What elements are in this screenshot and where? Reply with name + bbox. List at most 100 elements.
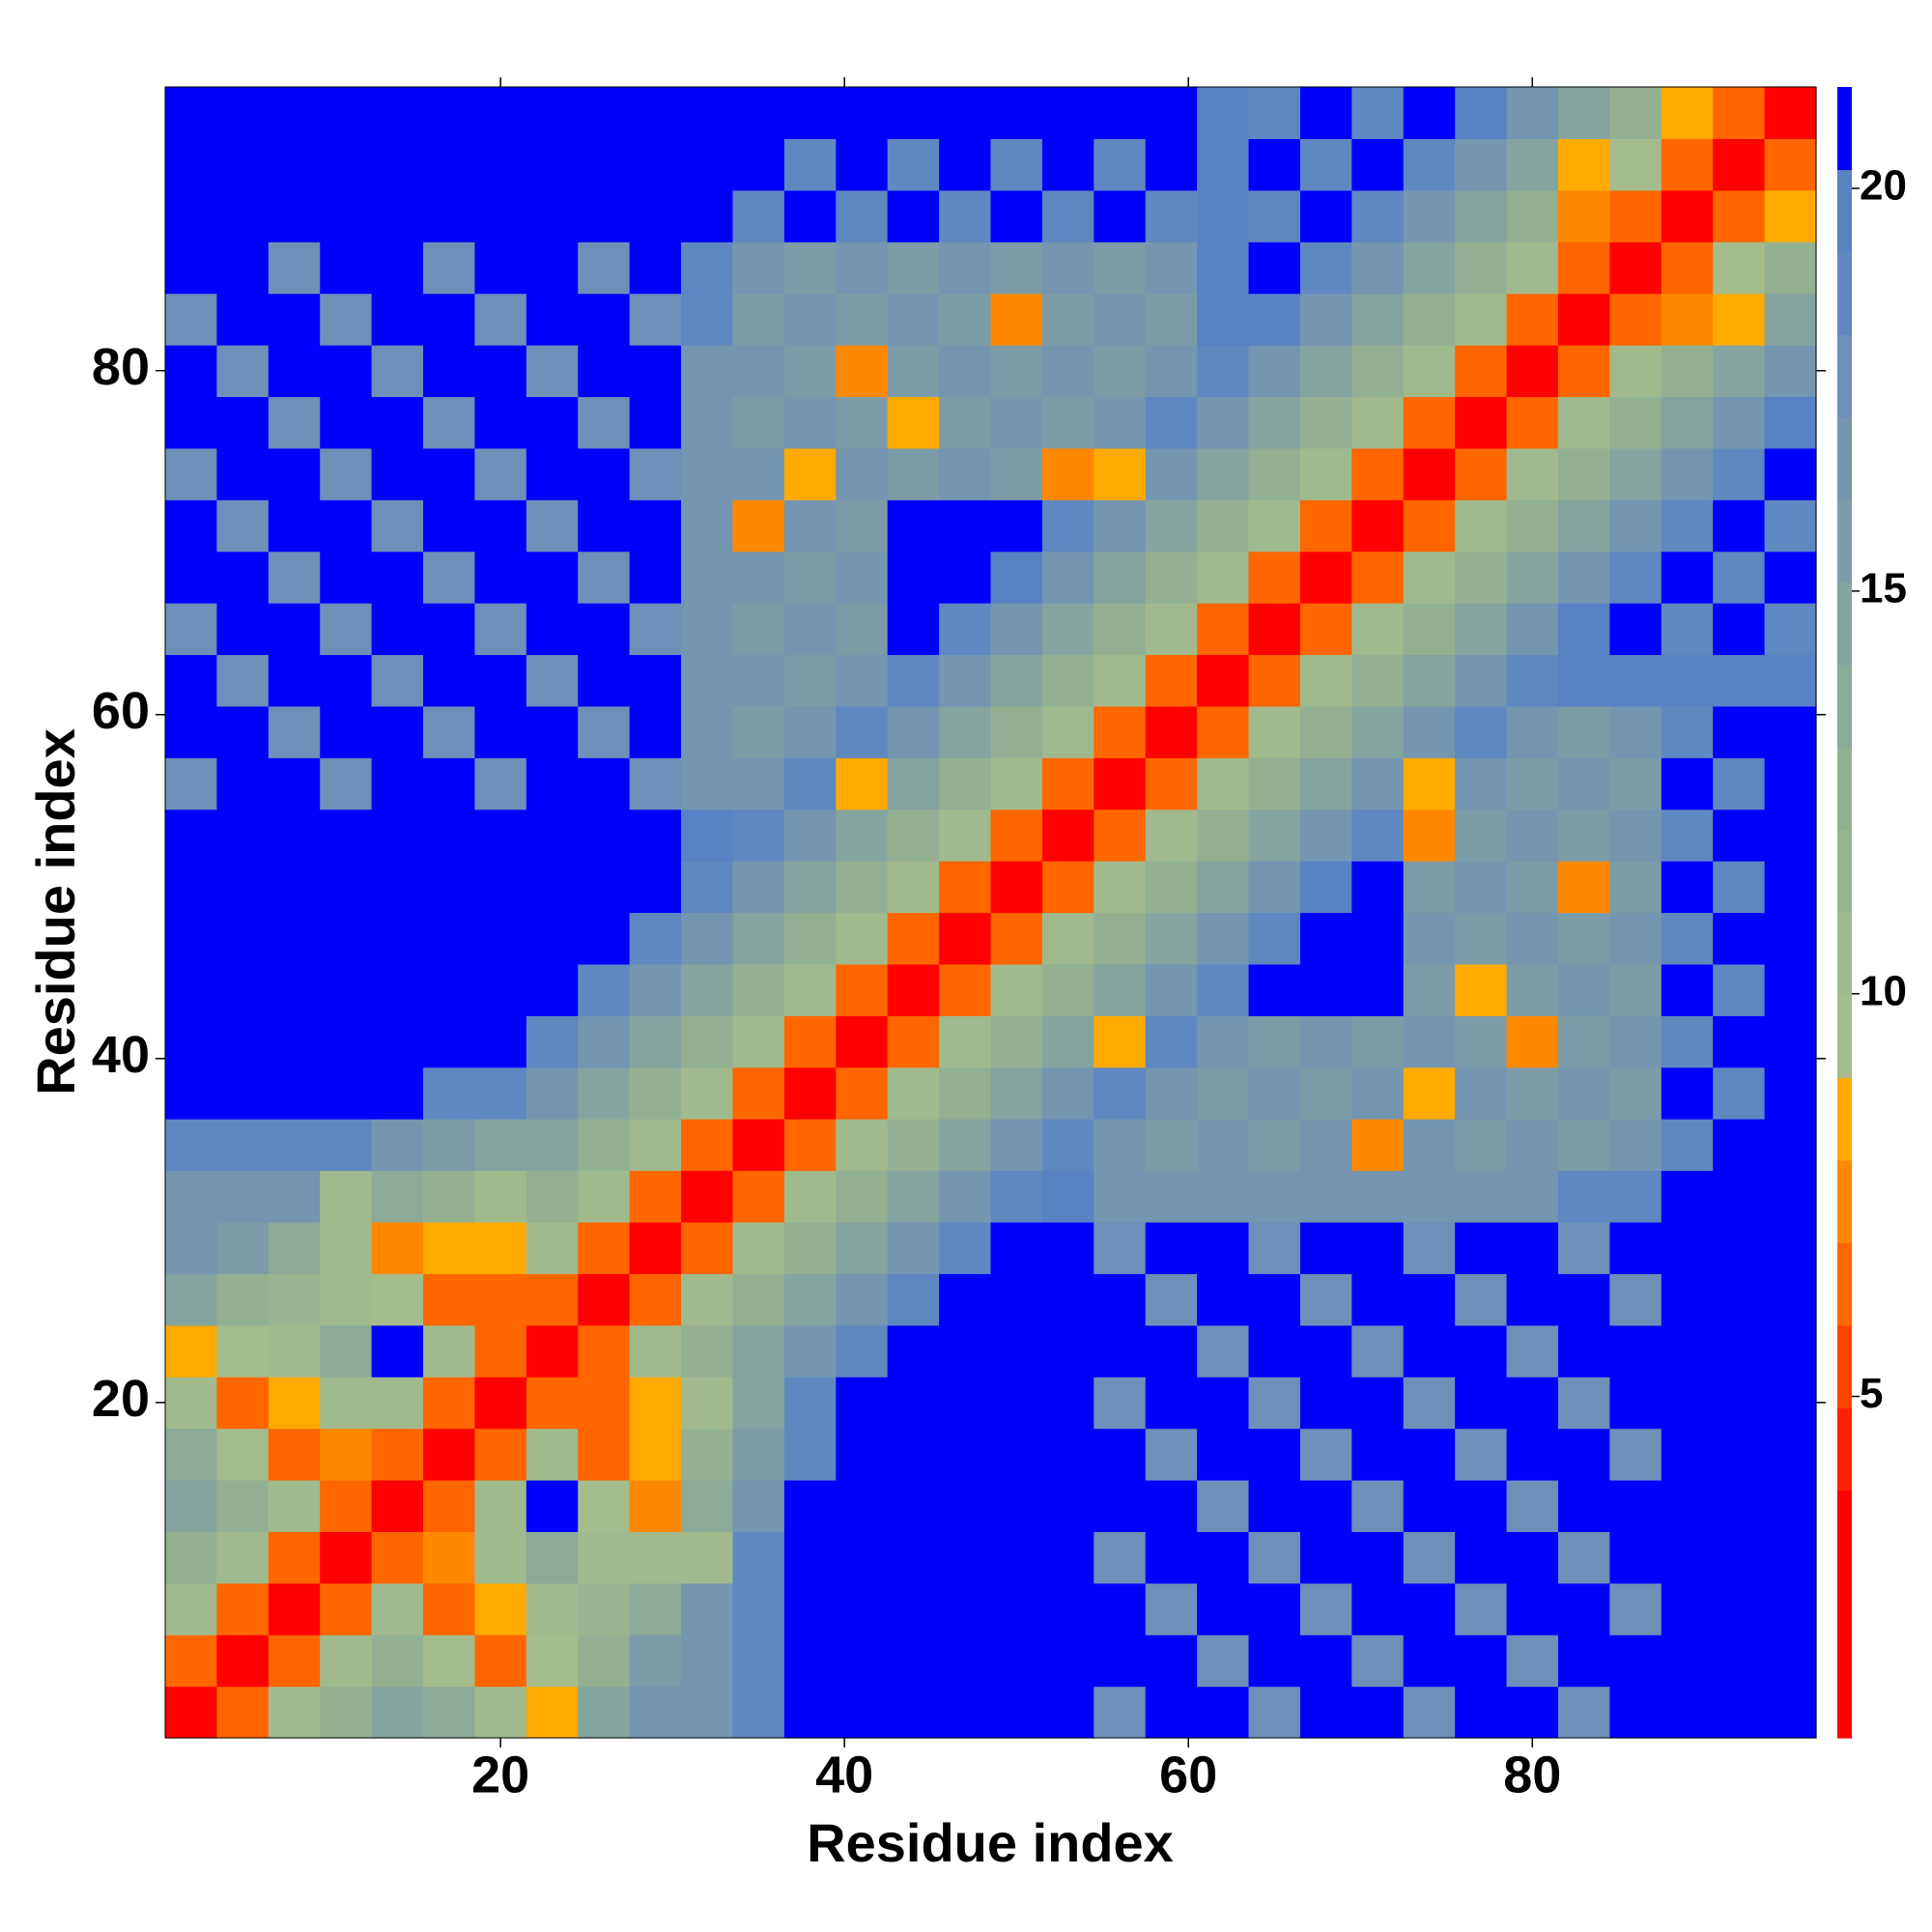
heatmap-cell	[629, 1273, 682, 1326]
heatmap-cell	[578, 1119, 631, 1172]
heatmap-cell	[1351, 396, 1405, 449]
heatmap-cell	[165, 1479, 218, 1532]
heatmap-cell	[423, 1119, 476, 1172]
heatmap-cell	[578, 447, 631, 500]
heatmap-cell	[681, 138, 734, 191]
heatmap-cell	[1351, 1119, 1405, 1172]
heatmap-cell	[836, 1531, 889, 1584]
heatmap-cell	[320, 447, 373, 500]
heatmap-cell	[268, 1634, 321, 1688]
heatmap-cell	[1455, 396, 1508, 449]
heatmap-cell	[887, 87, 940, 140]
heatmap-cell	[216, 1324, 270, 1378]
heatmap-cell	[371, 138, 424, 191]
heatmap-cell	[1455, 1531, 1508, 1584]
heatmap-cell	[681, 861, 734, 914]
heatmap-cell	[783, 654, 837, 707]
colorbar-tick-label: 5	[1860, 1370, 1883, 1417]
heatmap-cell	[578, 345, 631, 398]
heatmap-cell	[783, 1324, 837, 1378]
heatmap-cell	[732, 551, 785, 604]
heatmap-cell	[887, 1324, 940, 1378]
heatmap-cell	[371, 1479, 424, 1532]
heatmap-cell	[423, 861, 476, 914]
heatmap-cell	[939, 396, 992, 449]
heatmap-cell	[1764, 1531, 1817, 1584]
heatmap-cell	[783, 1428, 837, 1481]
heatmap-cell	[474, 861, 527, 914]
heatmap-cell	[1145, 861, 1198, 914]
heatmap-cell	[423, 1582, 476, 1635]
heatmap-cell	[578, 861, 631, 914]
heatmap-cell	[1145, 138, 1198, 191]
heatmap-cell	[1455, 1170, 1508, 1223]
heatmap-cell	[1197, 1273, 1250, 1326]
heatmap-cell	[1455, 1634, 1508, 1688]
heatmap-cell	[1041, 396, 1094, 449]
heatmap-cell	[990, 1634, 1043, 1688]
heatmap-cell	[526, 809, 579, 862]
heatmap-cell	[1403, 189, 1456, 242]
heatmap-cell	[474, 654, 527, 707]
heatmap-cell	[1557, 1531, 1610, 1584]
x-tick-label: 40	[815, 1746, 873, 1804]
heatmap-cell	[320, 1479, 373, 1532]
heatmap-cell	[1557, 1066, 1610, 1120]
heatmap-cell	[1351, 912, 1405, 965]
heatmap-cell	[320, 551, 373, 604]
heatmap-cell	[216, 603, 270, 656]
heatmap-cell	[216, 551, 270, 604]
heatmap-cell	[732, 1377, 785, 1430]
heatmap-cell	[1351, 757, 1405, 810]
heatmap-cell	[939, 705, 992, 758]
heatmap-cell	[1197, 1582, 1250, 1635]
heatmap-cell	[1197, 87, 1250, 140]
heatmap-cell	[1094, 1531, 1147, 1584]
heatmap-cell	[578, 138, 631, 191]
heatmap-cell	[1506, 1531, 1559, 1584]
heatmap-cell	[320, 87, 373, 140]
heatmap-cell	[836, 1428, 889, 1481]
heatmap-cell	[1248, 1428, 1301, 1481]
heatmap-cell	[216, 912, 270, 965]
x-axis-title: Residue index	[807, 1812, 1174, 1873]
heatmap-cell	[474, 757, 527, 810]
heatmap-cell	[578, 705, 631, 758]
colorbar-band	[1837, 251, 1852, 335]
heatmap-cell	[526, 912, 579, 965]
heatmap-cell	[1403, 345, 1456, 398]
heatmap-cell	[1145, 757, 1198, 810]
heatmap-cell	[320, 242, 373, 295]
heatmap-cell	[681, 499, 734, 553]
heatmap-cell	[165, 963, 218, 1016]
heatmap-cell	[423, 293, 476, 346]
heatmap-cell	[578, 551, 631, 604]
heatmap-cell	[939, 912, 992, 965]
heatmap-cell	[165, 1634, 218, 1688]
heatmap-cell	[165, 293, 218, 346]
heatmap-cell	[887, 1582, 940, 1635]
heatmap-cell	[629, 499, 682, 553]
heatmap-cell	[783, 87, 837, 140]
heatmap-cell	[526, 499, 579, 553]
heatmap-cell	[423, 654, 476, 707]
heatmap-cell	[1661, 87, 1714, 140]
heatmap-cell	[268, 189, 321, 242]
heatmap-cell	[474, 1582, 527, 1635]
colorbar-band	[1837, 1324, 1852, 1408]
heatmap-cell	[216, 293, 270, 346]
heatmap-cell	[939, 189, 992, 242]
heatmap-cell	[320, 189, 373, 242]
heatmap-cell	[1248, 1170, 1301, 1223]
heatmap-cell	[1197, 1428, 1250, 1481]
heatmap-cell	[268, 603, 321, 656]
heatmap-cell	[165, 861, 218, 914]
heatmap-cell	[990, 138, 1043, 191]
heatmap-cell	[371, 1324, 424, 1378]
heatmap-cell	[1609, 242, 1662, 295]
heatmap-cell	[1351, 447, 1405, 500]
heatmap-cell	[1299, 1686, 1352, 1739]
heatmap-cell	[939, 1170, 992, 1223]
heatmap-cell	[526, 1634, 579, 1688]
heatmap-cell	[1764, 603, 1817, 656]
